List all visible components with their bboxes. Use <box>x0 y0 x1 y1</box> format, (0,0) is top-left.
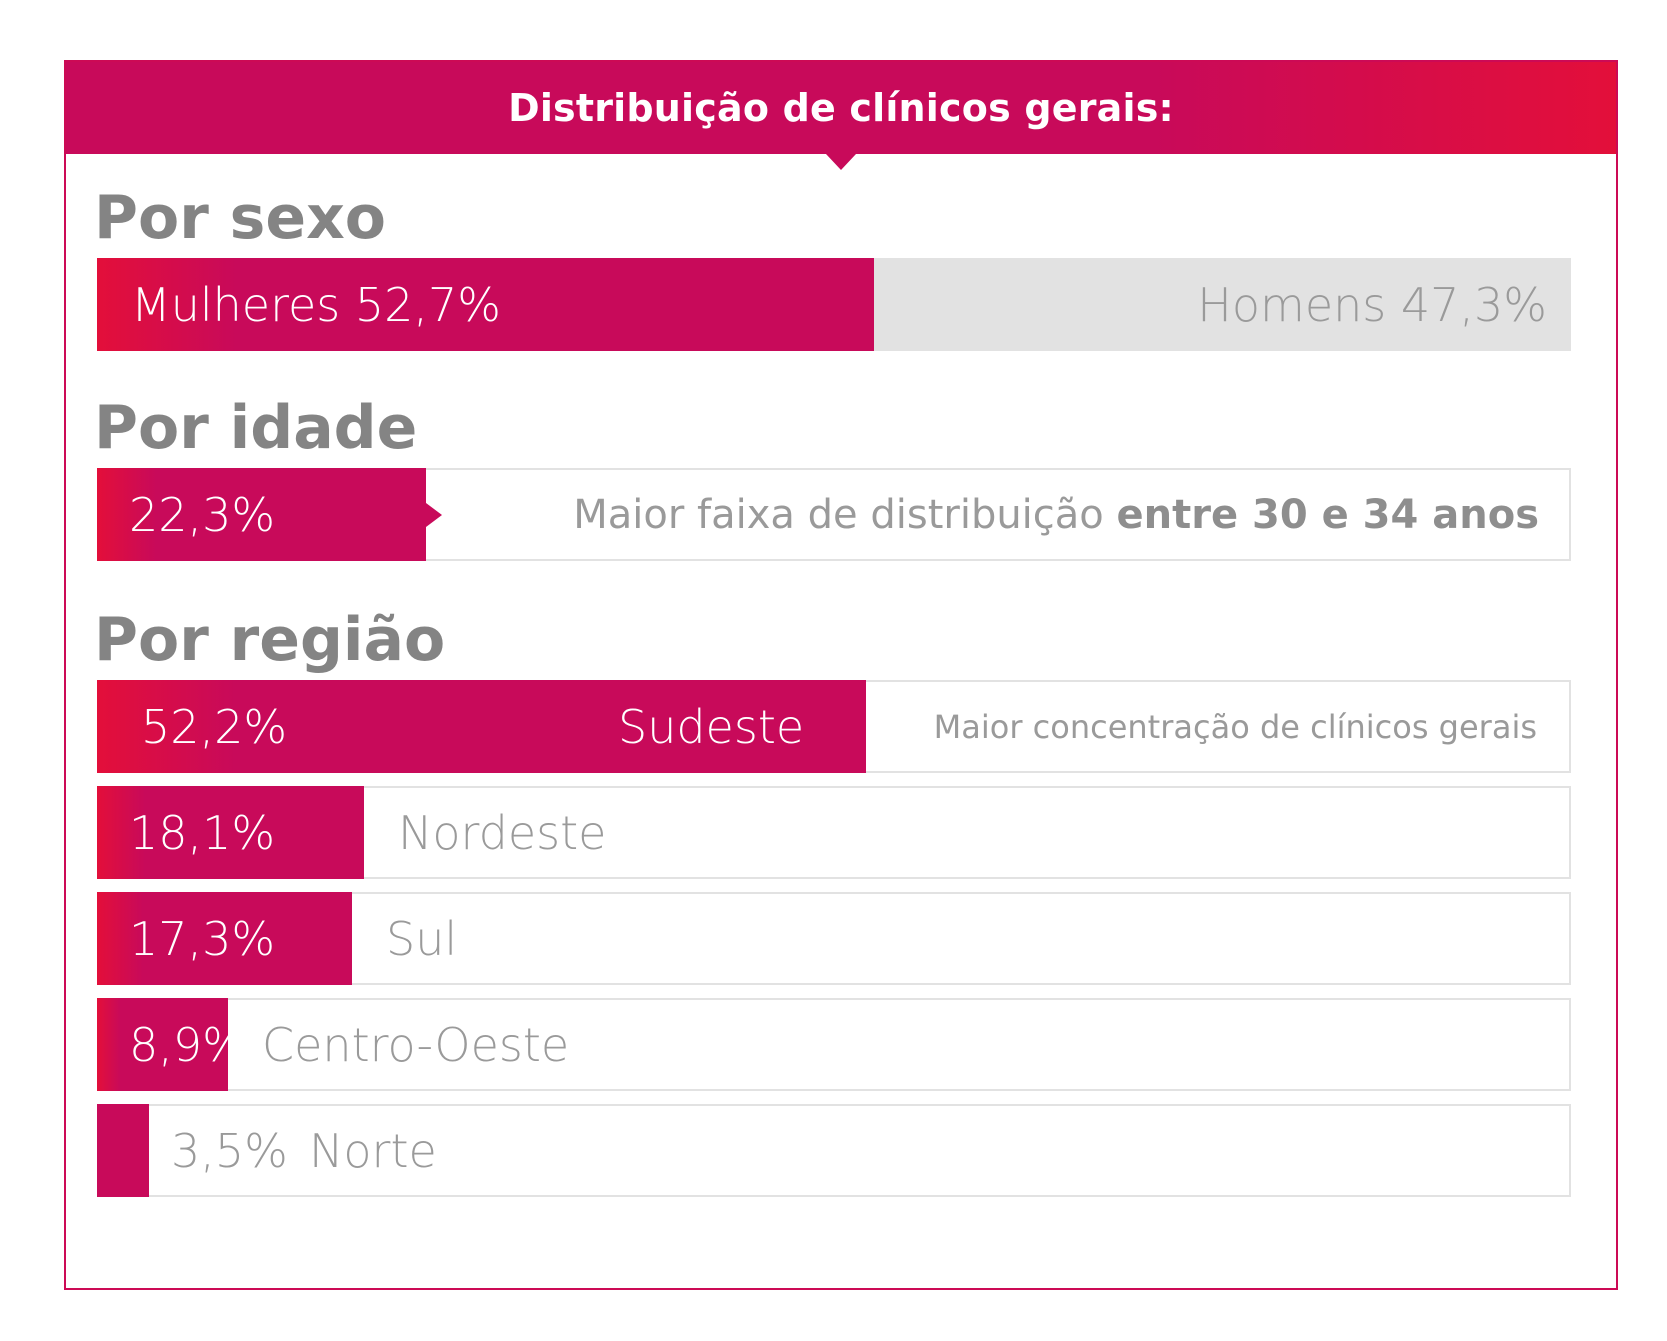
header-banner: Distribuição de clínicos gerais: <box>66 62 1616 154</box>
region-bar-track: 52,2% Sudeste Maior concentração de clín… <box>97 680 1571 773</box>
region-bar-track: 17,3% Sul <box>97 892 1571 985</box>
sex-label-male: Homens 47,3% <box>1197 277 1547 332</box>
region-bar-centro-oeste <box>97 998 228 1091</box>
region-value-sul: 17,3% <box>129 911 276 966</box>
region-bar-track: 8,9% Centro-Oeste <box>97 998 1571 1091</box>
section-title-idade: Por idade <box>94 393 418 463</box>
age-note-prefix: Maior faixa de distribuição <box>573 491 1104 538</box>
age-value-label: 22,3% <box>129 487 276 542</box>
sex-bar-female <box>97 258 874 351</box>
region-bar-track: 3,5% Norte <box>97 1104 1571 1197</box>
region-name-norte: Norte <box>309 1123 437 1178</box>
header-title: Distribuição de clínicos gerais: <box>508 86 1174 130</box>
age-bar-track: 22,3% Maior faixa de distribuição entre … <box>97 468 1571 561</box>
region-bar-sul <box>97 892 352 985</box>
section-title-regiao: Por região <box>94 605 446 675</box>
age-bar <box>97 468 442 561</box>
region-bar-norte <box>97 1104 149 1197</box>
region-value-norte: 3,5% <box>171 1123 288 1178</box>
region-note: Maior concentração de clínicos gerais <box>933 707 1537 746</box>
section-title-sexo: Por sexo <box>94 183 387 253</box>
region-bar-sudeste <box>97 680 866 773</box>
region-value-nordeste: 18,1% <box>129 805 276 860</box>
region-value-sudeste: 52,2% <box>141 699 288 754</box>
infographic-frame: Distribuição de clínicos gerais: Por sex… <box>64 60 1618 1290</box>
header-pointer-icon <box>826 154 856 170</box>
region-bar-track: 18,1% Nordeste <box>97 786 1571 879</box>
region-value-centro-oeste: 8,9% <box>129 1017 246 1072</box>
region-bar-nordeste <box>97 786 364 879</box>
age-note: Maior faixa de distribuição entre 30 e 3… <box>573 470 1539 559</box>
sex-bar-track: Mulheres 52,7% Homens 47,3% <box>97 258 1571 351</box>
sex-label-female: Mulheres 52,7% <box>131 277 501 332</box>
region-name-centro-oeste: Centro-Oeste <box>262 1017 570 1072</box>
age-bar-arrow-icon <box>426 502 442 527</box>
region-name-sudeste: Sudeste <box>618 699 805 754</box>
age-note-bold: entre 30 e 34 anos <box>1116 491 1540 538</box>
region-name-nordeste: Nordeste <box>398 805 607 860</box>
region-name-sul: Sul <box>386 911 458 966</box>
